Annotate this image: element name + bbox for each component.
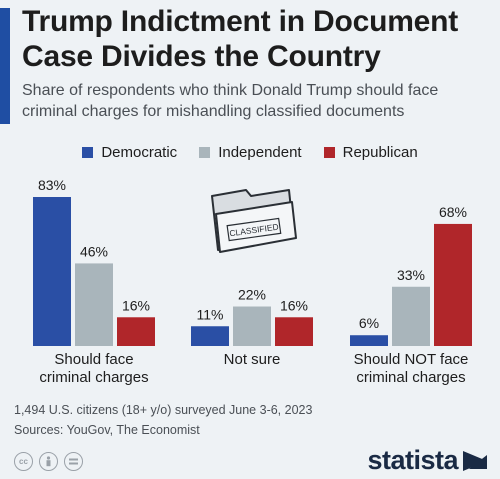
- legend-item-democratic: Democratic: [82, 144, 177, 161]
- data-label-democratic-2: 6%: [359, 315, 379, 331]
- legend-label-democratic: Democratic: [101, 144, 178, 161]
- data-label-republican-1: 16%: [280, 297, 308, 313]
- bar-democratic-2: [350, 335, 388, 346]
- legend-label-independent: Independent: [218, 144, 302, 161]
- bar-independent-1: [233, 306, 271, 346]
- bar-republican-2: [434, 223, 472, 346]
- cc-icon[interactable]: cc: [14, 452, 33, 471]
- bar-republican-1: [275, 317, 313, 346]
- category-label-2-line-0: Should NOT face: [354, 351, 469, 368]
- category-label-0-line-1: criminal charges: [39, 369, 148, 386]
- category-label-0-line-0: Should face: [54, 351, 133, 368]
- category-label-1-line-0: Not sure: [224, 351, 281, 368]
- bar-democratic-0: [33, 197, 71, 346]
- data-label-republican-2: 68%: [439, 204, 467, 220]
- legend-label-republican: Republican: [342, 144, 418, 161]
- chart-title: Trump Indictment in Document Case Divide…: [22, 5, 459, 73]
- data-label-democratic-1: 11%: [197, 306, 224, 322]
- bar-independent-2: [392, 286, 430, 346]
- classified-folder-icon: CLASSIFIED: [211, 189, 297, 253]
- brand-name: statista: [367, 445, 458, 475]
- bar-democratic-1: [191, 326, 229, 346]
- bar-republican-0: [117, 317, 155, 346]
- data-label-republican-0: 16%: [122, 297, 150, 313]
- equals-icon[interactable]: [64, 452, 83, 471]
- legend: Democratic Independent Republican: [0, 144, 500, 161]
- person-icon[interactable]: [39, 452, 58, 471]
- data-label-independent-1: 22%: [238, 287, 266, 303]
- legend-swatch-democratic: [82, 147, 94, 158]
- category-label-2-line-1: criminal charges: [356, 369, 465, 386]
- title-accent-bar: [0, 8, 10, 124]
- survey-note: 1,494 U.S. citizens (18+ y/o) surveyed J…: [14, 403, 313, 417]
- bar-chart: CLASSIFIED 83%46%16%Should facecriminal …: [33, 177, 472, 386]
- legend-swatch-independent: [199, 147, 211, 158]
- data-label-independent-2: 33%: [397, 267, 425, 283]
- statista-flag-icon: [463, 450, 487, 471]
- license-icons: cc: [14, 452, 83, 471]
- legend-item-independent: Independent: [199, 144, 302, 161]
- data-label-independent-0: 46%: [80, 243, 108, 259]
- chart-subtitle: Share of respondents who think Donald Tr…: [22, 82, 439, 120]
- statista-logo[interactable]: statista: [367, 445, 488, 476]
- legend-item-republican: Republican: [323, 144, 418, 161]
- footer-note: 1,494 U.S. citizens (18+ y/o) surveyed J…: [14, 400, 312, 440]
- bar-independent-0: [75, 263, 113, 346]
- sources-note: Sources: YouGov, The Economist: [14, 423, 200, 437]
- data-label-democratic-0: 83%: [38, 177, 66, 193]
- legend-swatch-republican: [323, 147, 335, 158]
